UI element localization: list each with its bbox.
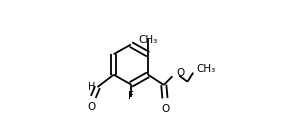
Text: O: O [177, 68, 185, 78]
Text: O: O [162, 104, 170, 114]
Text: CH₃: CH₃ [139, 35, 158, 45]
Text: CH₃: CH₃ [197, 64, 216, 74]
Text: H: H [88, 82, 95, 92]
Text: F: F [128, 91, 134, 101]
Text: O: O [88, 102, 96, 112]
